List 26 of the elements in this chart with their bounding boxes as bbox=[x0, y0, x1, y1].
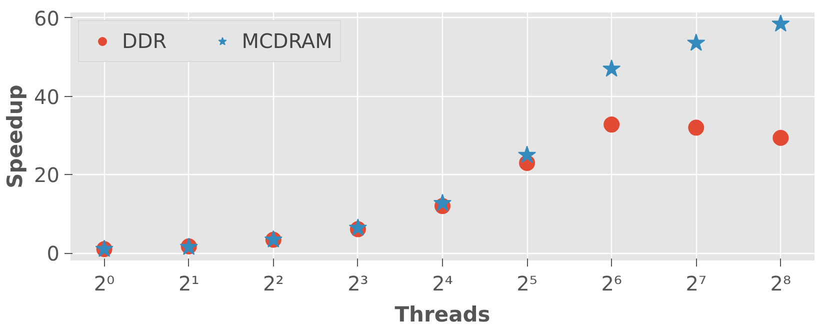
point bbox=[772, 130, 789, 146]
x-tick-label: 2⁵ bbox=[516, 272, 538, 296]
x-tick-label: 2³ bbox=[348, 272, 368, 296]
x-tick-label: 2² bbox=[263, 272, 284, 296]
x-axis-title: Threads bbox=[394, 302, 490, 326]
y-axis-title: Speedup bbox=[3, 84, 28, 188]
point bbox=[518, 146, 536, 163]
x-tick-label: 2⁸ bbox=[770, 272, 792, 296]
legend-label: DDR bbox=[122, 29, 167, 53]
legend-label: MCDRAM bbox=[242, 29, 332, 53]
x-tick-label: 2⁰ bbox=[94, 272, 115, 296]
x-tick-label: 2⁷ bbox=[686, 272, 707, 296]
point bbox=[604, 116, 620, 133]
y-tick-label: 0 bbox=[46, 242, 60, 266]
x-tick-label: 2⁶ bbox=[601, 272, 622, 296]
point bbox=[687, 34, 706, 51]
y-tick-label: 20 bbox=[34, 163, 60, 188]
x-tick-label: 2¹ bbox=[178, 272, 200, 296]
point bbox=[772, 14, 790, 32]
point bbox=[602, 59, 621, 77]
point bbox=[433, 194, 452, 212]
x-tick-label: 2⁴ bbox=[432, 272, 453, 296]
y-tick-label: 60 bbox=[34, 6, 60, 30]
point bbox=[348, 218, 367, 236]
point bbox=[688, 120, 704, 136]
y-tick-label: 40 bbox=[34, 84, 60, 109]
